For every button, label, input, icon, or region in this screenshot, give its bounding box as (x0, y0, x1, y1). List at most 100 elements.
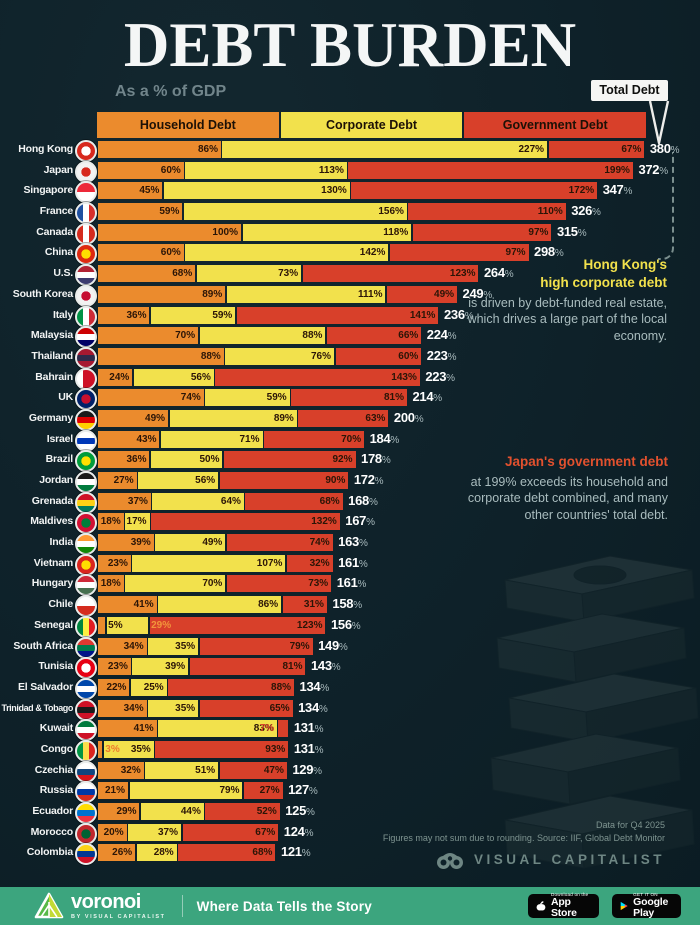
stacked-bar: 29% 44% 52% 125% (98, 803, 315, 820)
government-value-label: 132% (311, 516, 337, 528)
bar-segment-government: 27% (243, 782, 283, 800)
bar-segment-government: 97% (389, 244, 529, 262)
flag-colombia-icon (75, 843, 97, 866)
total-debt-value: 121% (280, 844, 311, 860)
country-row: Russia 21% 79% 27% 127% (0, 781, 700, 804)
country-row: France 59% 156% 110% 326% (0, 202, 700, 225)
voronoi-byline: BY VISUAL CAPITALIST (71, 914, 166, 920)
bar-segment-government: 66% (326, 327, 422, 345)
bar-segment-corporate: 44% (140, 803, 204, 820)
government-value-label: 97% (505, 247, 526, 259)
total-debt-value: 224% (426, 327, 457, 343)
government-value-label: 63% (365, 412, 386, 424)
flag-kuwait-icon (75, 719, 97, 742)
bar-segment-corporate: 17% (125, 513, 150, 531)
government-value-label: 143% (391, 371, 417, 383)
corporate-value-label: 111% (358, 288, 383, 300)
corporate-value-label: 56% (190, 371, 211, 383)
country-row: Chile 41% 86% 31% 158% (0, 595, 700, 618)
bar-segment-household: 24% (98, 368, 133, 386)
bar-segment-household: 23% (98, 554, 131, 572)
badge-subtext: GET IT ON (633, 891, 658, 897)
bar-segment-household: 21% (98, 782, 129, 800)
flag-thailand-icon (75, 346, 97, 369)
flag-russia-icon (75, 781, 97, 804)
bar-segment-government: 93% (155, 740, 289, 758)
bar-segment-household: 27% (98, 472, 137, 489)
country-label: Grenada (31, 494, 73, 507)
stacked-bar: 23% 107% 32% 161% (98, 554, 368, 572)
app-store-badge[interactable]: Download on the App Store (528, 892, 599, 920)
government-value-label: 68% (252, 847, 273, 859)
stacked-bar: 36% 50% 92% 178% (98, 451, 391, 469)
country-label: Czechia (34, 763, 73, 776)
government-value-label: 123% (296, 619, 323, 631)
bar-segment-corporate: 227% (222, 141, 548, 158)
flag-senegal-icon (75, 615, 97, 638)
bar-segment-government: 47% (219, 761, 287, 779)
google-play-icon (620, 901, 628, 910)
bar-segment-corporate: 88% (199, 327, 326, 345)
corporate-value-label: 76% (310, 350, 331, 362)
bar-segment-government: 65% (199, 699, 293, 717)
country-row: Ecuador 29% 44% 52% 125% (0, 802, 700, 824)
total-debt-value: 214% (412, 389, 443, 405)
corporate-value-label: 56% (195, 475, 216, 486)
total-debt-value: 129% (292, 761, 323, 777)
bar-segment-government: 81% (291, 389, 407, 407)
legend-corporate: Corporate Debt (280, 112, 463, 138)
stacked-bar: 18% 17% 132% 167% (98, 513, 375, 531)
bar-segment-household: 18% (98, 513, 124, 531)
government-value-label: 73% (308, 578, 329, 590)
country-label: Israel (46, 432, 73, 445)
total-debt-callout: Total Debt (591, 80, 668, 101)
country-label: Canada (36, 225, 73, 238)
total-debt-value: 298% (534, 244, 564, 260)
government-value-label: 47% (263, 764, 284, 776)
country-row: Italy 36% 59% 141% 236% (0, 305, 700, 328)
country-row: Germany 49% 89% 63% 200% (0, 408, 700, 431)
flag-grenada-icon (75, 491, 97, 514)
government-value-label: 74% (309, 537, 330, 549)
bar-segment-household: 100% (98, 223, 241, 241)
badge-text: App Store (550, 896, 577, 920)
corporate-value-label: 35% (130, 743, 151, 755)
country-label: Tunisia (38, 660, 73, 673)
total-debt-value: 372% (638, 161, 669, 177)
household-value-label: 68% (172, 268, 193, 280)
total-debt-value: 134% (299, 678, 330, 694)
household-value-label: 86% (197, 144, 218, 155)
household-value-label: 60% (160, 247, 181, 259)
stacked-bar: 100% 118% 97% 315% (98, 223, 587, 241)
bar-segment-corporate: 83% (158, 720, 277, 738)
bar-segment-household: 36% (98, 306, 150, 324)
bar-segment-government: 79% (199, 637, 313, 655)
government-value-label: 172% (568, 185, 595, 197)
country-label: Italy (52, 308, 73, 321)
government-value-label: 66% (398, 330, 419, 342)
stacked-bar: 41% 86% 31% 158% (98, 596, 362, 614)
stacked-bar: 20% 37% 67% 124% (98, 823, 314, 841)
government-value-label: 70% (341, 433, 362, 445)
stacked-bar: 86% 227% 67% 380% (98, 141, 680, 158)
google-play-badge[interactable]: GET IT ON Google Play (612, 891, 681, 919)
total-debt-value: 125% (285, 803, 315, 818)
bar-segment-corporate: 89% (169, 409, 297, 427)
corporate-value-label: 83% (253, 723, 274, 735)
bar-segment-household: 37% (98, 492, 151, 510)
bar-segment-household: 23% (98, 658, 131, 676)
country-row: Canada 100% 118% 97% 315% (0, 222, 700, 245)
bar-segment-government: 49% (386, 285, 458, 303)
country-row: Bahrain 24% 56% 143% 223% (0, 367, 700, 390)
voronoi-logo[interactable]: voronoi BY VISUAL CAPITALIST (34, 892, 166, 920)
corporate-value-label: 59% (266, 392, 287, 404)
country-row: Thailand 88% 76% 60% 223% (0, 346, 700, 369)
country-row: Colombia 26% 28% 68% 121% (0, 843, 700, 866)
bar-segment-corporate: 156% (183, 203, 407, 221)
total-debt-value: 172% (353, 472, 384, 487)
bar-segment-household: 34% (98, 637, 147, 655)
country-row: Trinidad & Tobago 34% 35% 65% 134% (0, 698, 700, 721)
bar-segment-corporate: 70% (125, 575, 226, 593)
bar-segment-household: 59% (98, 203, 183, 221)
household-value-label: 39% (130, 537, 151, 549)
